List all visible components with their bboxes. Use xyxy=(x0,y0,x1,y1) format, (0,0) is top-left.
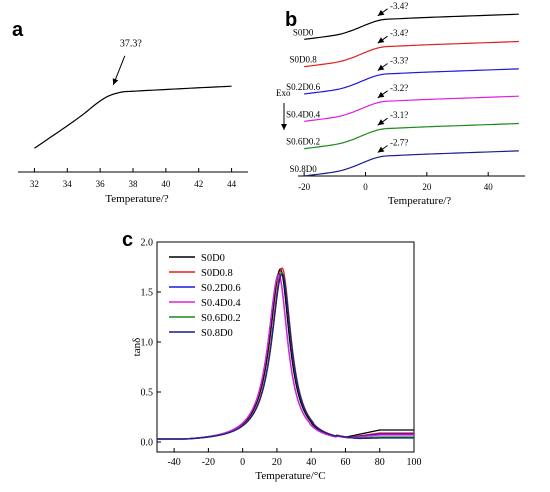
x-tick-label: 80 xyxy=(375,457,385,468)
x-tick-label: 40 xyxy=(161,179,171,189)
x-tick-label: 40 xyxy=(306,457,316,468)
y-tick-label: 0.5 xyxy=(141,388,154,399)
tg-annotation: -2.7? xyxy=(390,138,408,148)
x-tick-label: 100 xyxy=(407,457,422,468)
series-line xyxy=(34,85,232,149)
series-line xyxy=(304,122,519,150)
tg-annotation: -3.4? xyxy=(390,28,408,38)
legend-label: S0D0 xyxy=(201,253,225,264)
series-line xyxy=(304,13,519,40)
x-tick-label: 34 xyxy=(63,179,73,189)
series-name-label: S0.6D0.2 xyxy=(286,137,320,147)
x-axis-label: Temperature/°C xyxy=(255,470,325,482)
exo-label: Exo xyxy=(276,88,291,98)
tg-arrow-head xyxy=(377,91,385,98)
tg-annotation: -3.2? xyxy=(390,83,408,93)
series-name-label: S0.4D0.4 xyxy=(286,109,321,119)
series-line xyxy=(304,150,519,177)
x-tick-label: 0 xyxy=(240,457,245,468)
chart-panel-c: -40 -20 0 20 40 60 80 100 0.0 0.5 1.0 1.5 2.0 Tempera… xyxy=(131,238,422,483)
tg-annotation: -3.1? xyxy=(390,110,408,120)
x-tick-label: 42 xyxy=(194,179,203,189)
series-line xyxy=(157,273,414,440)
exo-arrow-head xyxy=(281,124,287,130)
legend-label: S0.2D0.6 xyxy=(201,283,241,294)
panel-label-a: a xyxy=(12,19,24,41)
series-name-label: S0D0 xyxy=(293,27,314,37)
legend-label: S0.6D0.2 xyxy=(201,313,241,324)
legend-label: S0D0.8 xyxy=(201,268,233,279)
chart-panel-b: -20 0 20 40 Temperature/? Exo S0D0 -3.4? S0D0.8 -… xyxy=(276,1,525,207)
tg-arrow-head xyxy=(377,146,385,153)
x-axis-label: Temperature/? xyxy=(388,195,451,207)
series-name-label: S0.2D0.6 xyxy=(286,82,321,92)
series-line xyxy=(304,68,519,95)
x-tick-label: 32 xyxy=(30,179,39,189)
y-axis-label: tanδ xyxy=(131,338,143,357)
x-tick-label: -20 xyxy=(202,457,215,468)
series-line xyxy=(157,268,414,440)
plot-frame xyxy=(156,241,415,453)
x-tick-label: 38 xyxy=(129,179,139,189)
x-tick-label: 60 xyxy=(340,457,350,468)
series-name-label: S0D0.8 xyxy=(290,55,318,65)
y-tick-label: 1.0 xyxy=(141,338,154,349)
y-tick-label: 1.5 xyxy=(141,288,154,299)
x-tick-label: 20 xyxy=(422,182,432,192)
tg-annotation: -3.3? xyxy=(390,56,408,66)
y-tick-label: 2.0 xyxy=(141,238,154,249)
panel-label-c: c xyxy=(122,229,133,251)
tg-annotation: 37.3? xyxy=(120,39,143,50)
series-line xyxy=(304,95,519,122)
x-tick-label: 0 xyxy=(363,182,368,192)
x-tick-label: 40 xyxy=(484,182,494,192)
series-name-label: S0.8D0 xyxy=(290,164,318,174)
tg-arrow-head xyxy=(377,119,385,126)
legend-label: S0.8D0 xyxy=(201,328,233,339)
tg-arrow-head xyxy=(377,37,385,44)
x-axis-label: Temperature/? xyxy=(105,193,168,205)
tg-arrow-head xyxy=(377,64,385,71)
chart-panel-a: 32 34 36 38 40 42 44 Temperature/? 37.3? xyxy=(18,39,248,205)
legend-label: S0.4D0.4 xyxy=(201,298,241,309)
y-tick-label: 0.0 xyxy=(141,438,154,449)
tg-arrow-head xyxy=(112,78,119,85)
x-tick-label: 44 xyxy=(227,179,237,189)
tg-arrow-head xyxy=(377,9,385,16)
series-line xyxy=(304,40,519,68)
x-tick-label: 20 xyxy=(272,457,282,468)
panel-label-b: b xyxy=(285,9,297,31)
x-tick-label: -20 xyxy=(298,182,310,192)
x-tick-label: -40 xyxy=(167,457,180,468)
x-tick-label: 36 xyxy=(96,179,106,189)
tg-annotation: -3.4? xyxy=(390,1,408,11)
